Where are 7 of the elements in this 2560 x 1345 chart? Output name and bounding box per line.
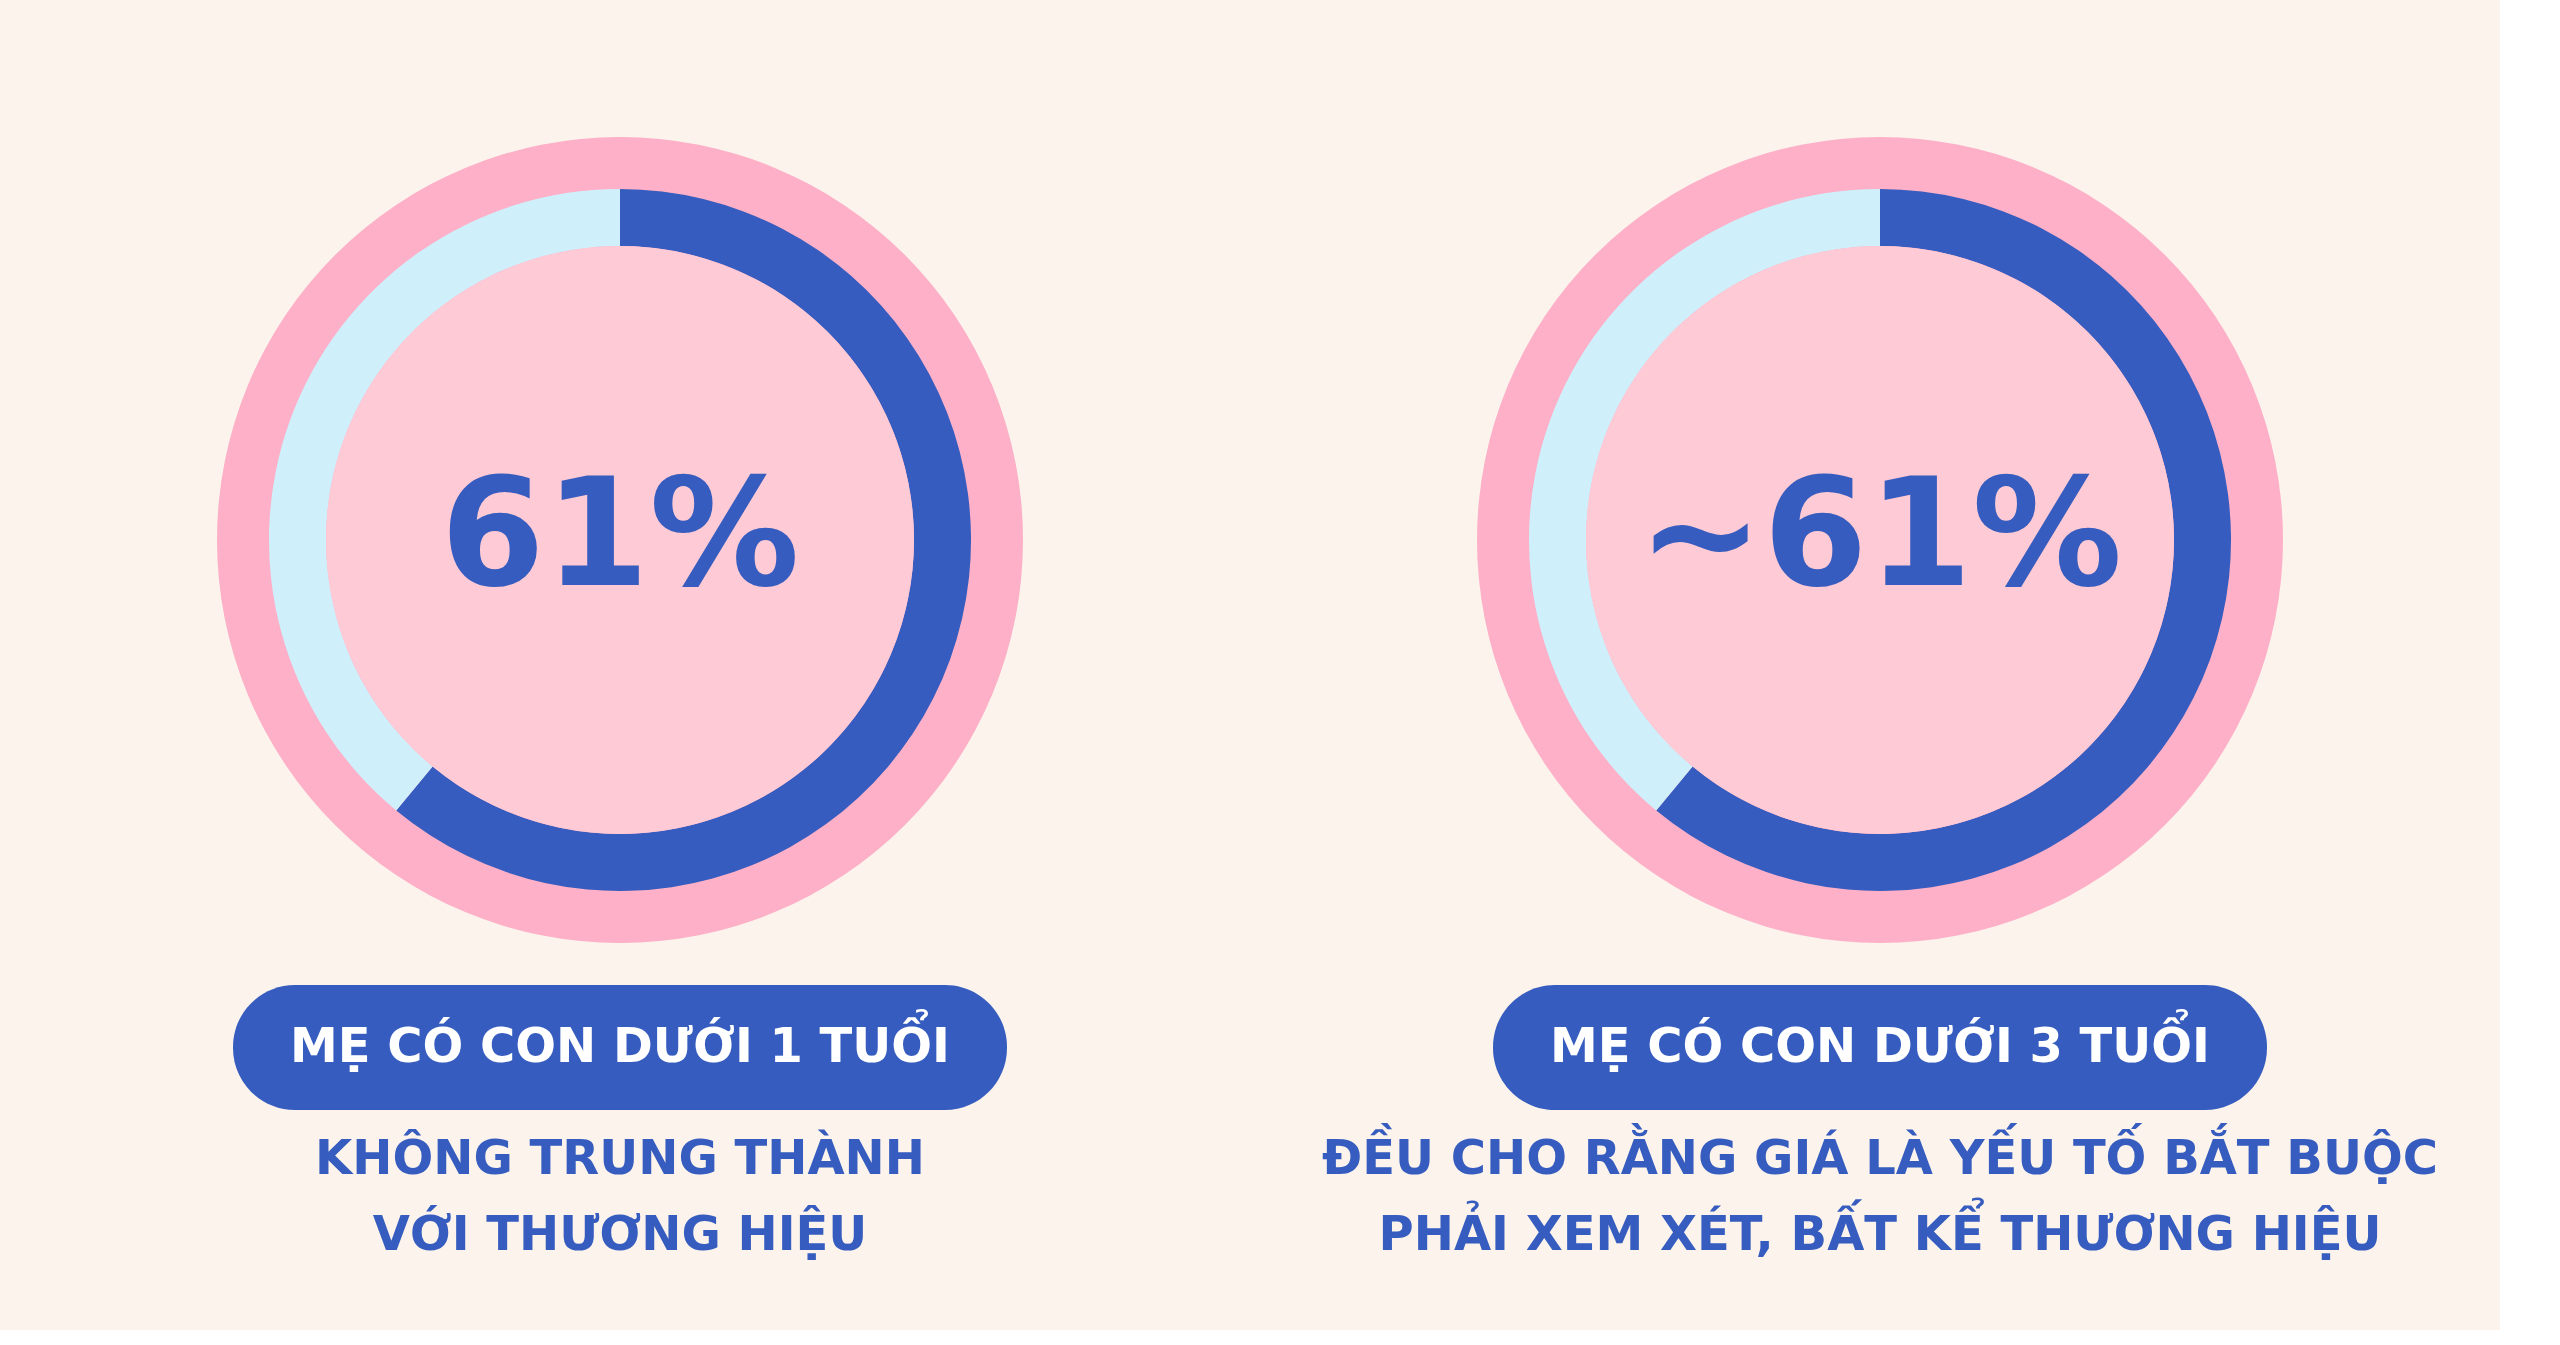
text: KHÔNG TRUNG THÀNH	[315, 1129, 925, 1185]
text: MẸ CÓ CON DƯỚI 1 TUỔI	[290, 1009, 950, 1073]
donut-slice	[396, 189, 971, 891]
text: MẸ CÓ CON DƯỚI 3 TUỔI	[1550, 1009, 2210, 1073]
data-label: 61%	[440, 446, 800, 620]
data-label: ~61%	[1637, 446, 2123, 620]
text: VỚI THƯƠNG HIỆU	[372, 1205, 868, 1261]
